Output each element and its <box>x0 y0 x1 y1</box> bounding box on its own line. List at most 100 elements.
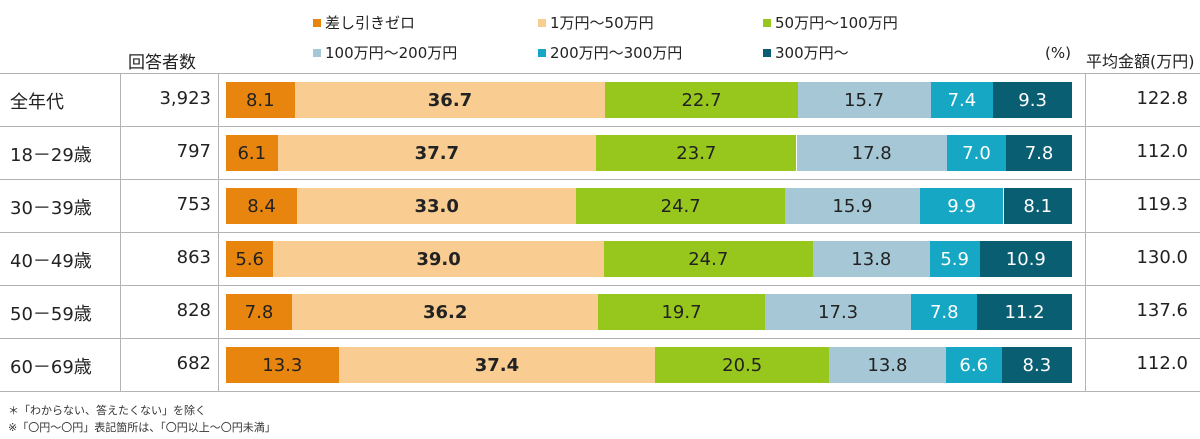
legend-swatch <box>313 18 321 27</box>
bar-value-label: 10.9 <box>1005 248 1046 270</box>
bar-segment: 23.7 <box>596 135 797 171</box>
bar-value-label: 7.8 <box>244 301 274 323</box>
bar-segment: 13.3 <box>226 347 339 383</box>
bar-value-label: 20.5 <box>722 354 763 376</box>
bar-value-label: 17.8 <box>851 142 892 164</box>
bar-segment: 15.9 <box>785 188 920 224</box>
bar-segment: 8.1 <box>226 82 295 118</box>
average-amount: 119.3 <box>1136 194 1188 215</box>
bar-value-label: 9.3 <box>1018 89 1047 111</box>
bar-value-label: 5.6 <box>235 248 265 270</box>
column-divider <box>218 73 219 391</box>
unit-label: (%) <box>1045 44 1071 62</box>
bar-segment: 7.8 <box>911 294 978 330</box>
row-category-label: 18－29歳 <box>10 145 92 166</box>
bar-value-label: 7.8 <box>929 301 959 323</box>
bar-value-label: 9.9 <box>947 195 976 217</box>
legend-label: 1万円～50万円 <box>550 14 654 32</box>
row-category-label: 60－69歳 <box>10 357 92 378</box>
footnote: ※「〇円～〇円」表記箇所は、「〇円以上～〇円未満」 <box>8 421 276 434</box>
bar-segment: 17.3 <box>764 294 912 330</box>
respondents-header: 回答者数 <box>128 53 196 73</box>
bar-segment: 9.3 <box>993 82 1072 118</box>
respondent-count: 863 <box>176 247 211 268</box>
bar-segment: 24.7 <box>603 241 813 277</box>
bar-value-label: 36.2 <box>422 301 468 323</box>
bar-segment: 19.7 <box>598 294 765 330</box>
bar-value-label: 7.8 <box>1024 142 1054 164</box>
bar-segment: 33.0 <box>297 188 577 224</box>
bar-value-label: 24.7 <box>660 195 701 217</box>
bar-segment: 37.4 <box>338 347 656 383</box>
respondent-count: 828 <box>176 300 211 321</box>
legend-item: 200万円～300万円 <box>538 42 682 63</box>
bar-segment: 5.6 <box>226 241 274 277</box>
legend-swatch <box>763 48 771 57</box>
bar-value-label: 8.1 <box>245 89 275 111</box>
bar-segment: 24.7 <box>576 188 786 224</box>
bar-segment: 10.9 <box>979 241 1072 277</box>
bar-value-label: 7.0 <box>962 142 991 164</box>
bar-value-label: 8.4 <box>247 195 276 217</box>
bar-segment: 6.1 <box>226 135 278 171</box>
legend-swatch <box>538 18 546 27</box>
bar-segment: 22.7 <box>605 82 798 118</box>
row-category-label: 全年代 <box>10 92 64 113</box>
row-category-label: 30－39歳 <box>10 198 92 219</box>
bar-segment: 7.8 <box>1006 135 1072 171</box>
bar-segment: 9.9 <box>919 188 1004 224</box>
legend-label: 50万円～100万円 <box>775 14 898 32</box>
row-category-label: 50－59歳 <box>10 304 92 325</box>
bar-value-label: 39.0 <box>416 248 461 270</box>
respondent-count: 753 <box>176 194 211 215</box>
bar-segment: 13.8 <box>829 347 946 383</box>
row-divider <box>0 338 1200 339</box>
footnote: ＊「わからない、答えたくない」を除く <box>8 404 206 417</box>
bar-segment: 13.8 <box>812 241 930 277</box>
legend-label: 200万円～300万円 <box>550 44 683 62</box>
bar-segment: 6.6 <box>945 347 1002 383</box>
bar-value-label: 19.7 <box>661 301 702 323</box>
legend-swatch <box>313 48 321 57</box>
bar-segment: 11.2 <box>977 294 1072 330</box>
bar-segment: 8.4 <box>226 188 298 224</box>
bar-value-label: 5.9 <box>940 248 969 270</box>
bar-value-label: 37.4 <box>474 354 520 376</box>
bar-value-label: 24.7 <box>688 248 729 270</box>
row-divider <box>0 179 1200 180</box>
bar-value-label: 6.6 <box>959 354 989 376</box>
row-divider <box>0 73 1200 74</box>
legend-label: 100万円～200万円 <box>325 44 458 62</box>
column-divider <box>120 73 121 391</box>
average-amount: 122.8 <box>1136 88 1188 109</box>
average-amount: 130.0 <box>1136 247 1188 268</box>
row-divider <box>0 232 1200 233</box>
bar-value-label: 8.3 <box>1022 354 1052 376</box>
bar-segment: 37.7 <box>277 135 597 171</box>
bar-value-label: 37.7 <box>414 142 460 164</box>
bar-value-label: 7.4 <box>947 89 977 111</box>
bar-value-label: 17.3 <box>818 301 859 323</box>
bar-segment: 5.9 <box>929 241 980 277</box>
row-category-label: 40－49歳 <box>10 251 92 272</box>
bar-value-label: 22.7 <box>681 89 722 111</box>
bar-value-label: 15.7 <box>844 89 885 111</box>
bar-segment: 39.0 <box>273 241 604 277</box>
bar-value-label: 6.1 <box>237 142 267 164</box>
bar-segment: 7.4 <box>930 82 994 118</box>
bar-value-label: 13.8 <box>851 248 892 270</box>
bar-value-label: 13.3 <box>262 354 303 376</box>
respondent-count: 3,923 <box>159 88 211 109</box>
bar-value-label: 36.7 <box>427 89 473 111</box>
average-amount: 112.0 <box>1136 141 1188 162</box>
bar-segment: 17.8 <box>796 135 947 171</box>
legend-swatch <box>538 48 546 57</box>
bar-value-label: 13.8 <box>867 354 908 376</box>
bar-value-label: 15.9 <box>832 195 873 217</box>
legend-item: 50万円～100万円 <box>763 12 898 33</box>
average-amount: 112.0 <box>1136 353 1188 374</box>
legend-item: 300万円～ <box>763 42 849 63</box>
bar-value-label: 33.0 <box>414 195 459 217</box>
row-divider <box>0 391 1200 392</box>
row-divider <box>0 126 1200 127</box>
